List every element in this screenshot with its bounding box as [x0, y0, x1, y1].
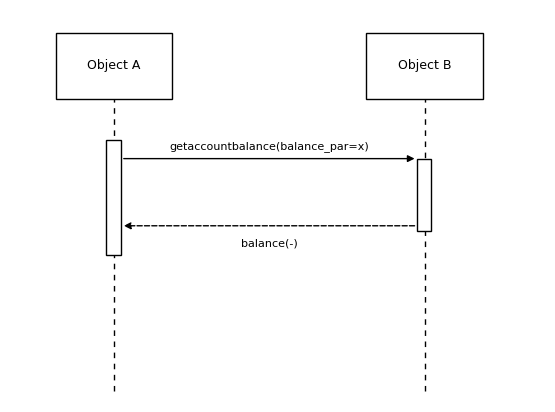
Text: Object A: Object A: [87, 59, 140, 73]
Text: Object B: Object B: [398, 59, 451, 73]
Bar: [366, 33, 483, 99]
Bar: [106, 140, 121, 255]
Bar: [417, 159, 431, 231]
Text: getaccountbalance(balance_par=x): getaccountbalance(balance_par=x): [169, 142, 369, 152]
Text: balance(-): balance(-): [241, 238, 297, 248]
Bar: [56, 33, 172, 99]
